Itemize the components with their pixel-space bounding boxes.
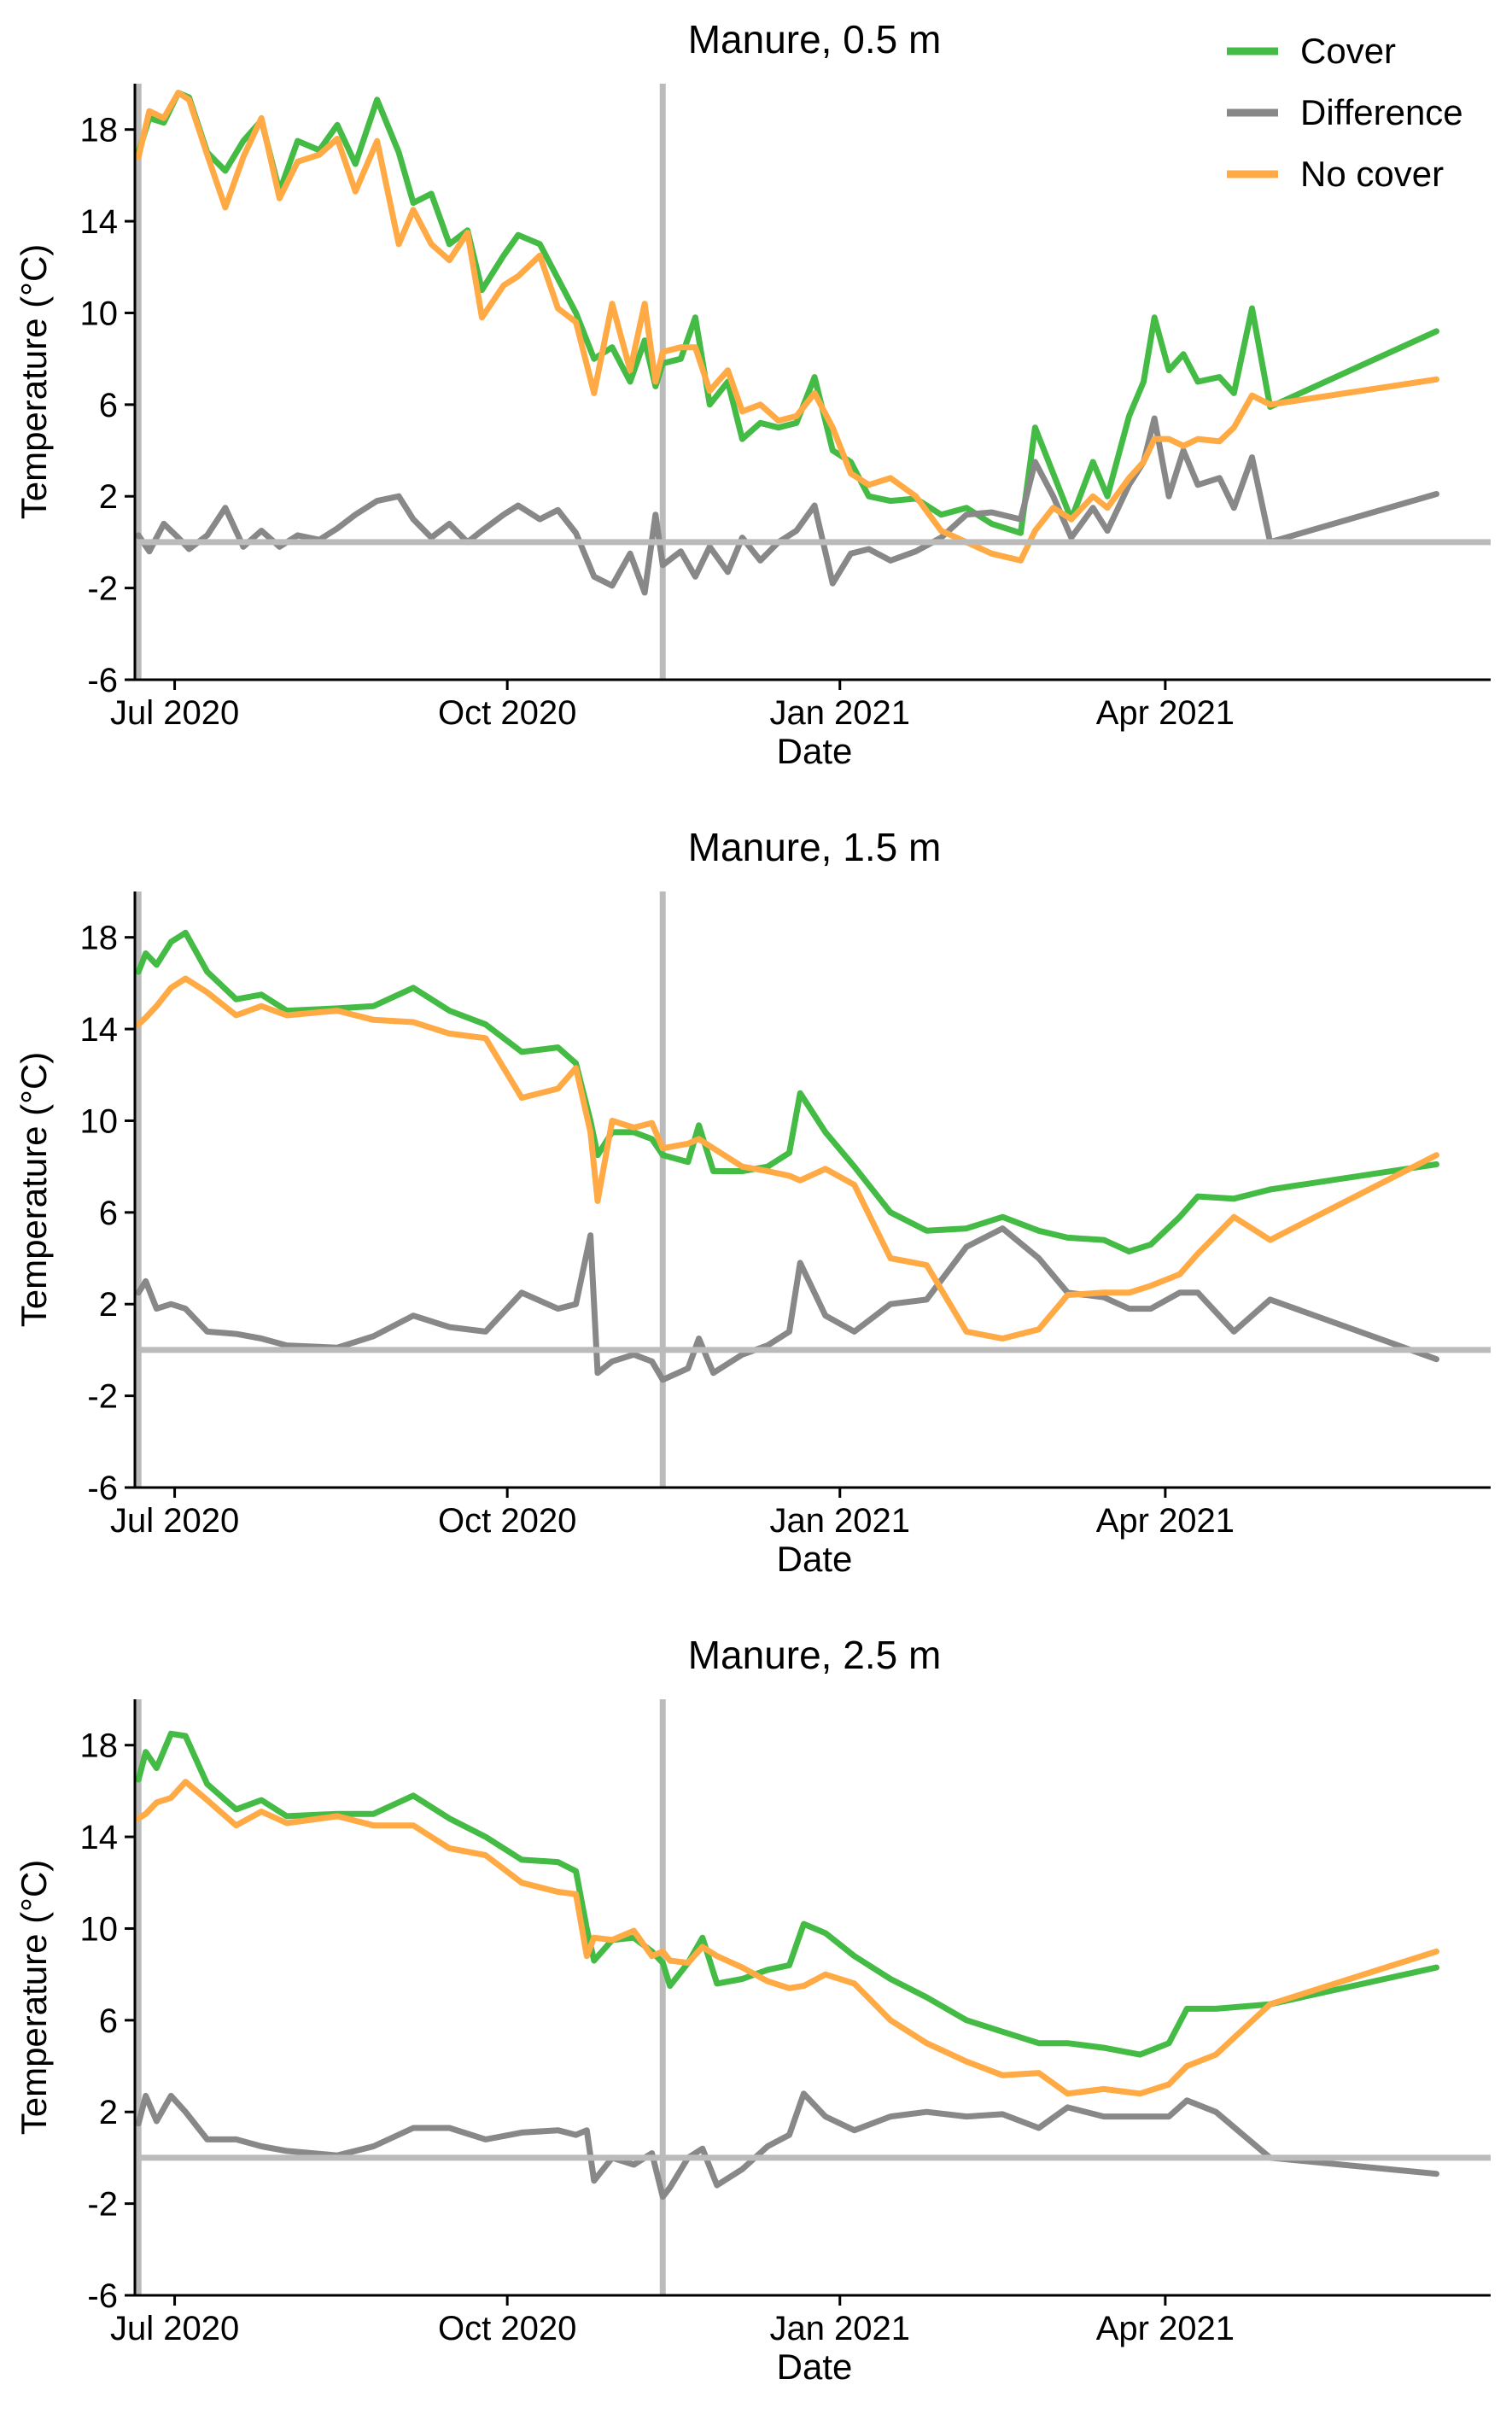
y-tick-label: 2 bbox=[99, 1286, 118, 1324]
y-tick-label: -2 bbox=[87, 2186, 118, 2224]
series-line-no-cover bbox=[135, 975, 1439, 1342]
y-tick-label: 2 bbox=[99, 478, 118, 516]
x-tick-label: Apr 2021 bbox=[1096, 2310, 1235, 2347]
y-tick-label: -6 bbox=[87, 1470, 118, 1507]
y-tick-label: 10 bbox=[80, 1910, 119, 1948]
x-axis-title: Date bbox=[777, 731, 853, 771]
legend-item-difference: Difference bbox=[1227, 92, 1463, 132]
y-tick-label: -6 bbox=[87, 662, 118, 699]
series-line-difference bbox=[135, 1225, 1439, 1383]
series-line-cover bbox=[135, 1730, 1439, 2058]
x-tick-label: Oct 2020 bbox=[438, 1502, 576, 1540]
y-tick-label: -2 bbox=[87, 570, 118, 608]
legend-label-difference: Difference bbox=[1300, 92, 1463, 132]
chart-panel-2: Manure, 1.5 m -6 -2 2 6 10 14 18 Jul 2020 Oct 202… bbox=[14, 825, 1491, 1579]
y-tick-label: 10 bbox=[80, 1102, 119, 1140]
y-axis-title: Temperature (°C) bbox=[14, 1052, 54, 1328]
y-tick-label: 18 bbox=[80, 112, 119, 149]
y-tick-label: 6 bbox=[99, 1195, 118, 1232]
y-tick-label: 6 bbox=[99, 387, 118, 424]
x-axis-title: Date bbox=[777, 2347, 853, 2387]
legend-label-no-cover: No cover bbox=[1300, 154, 1444, 194]
y-tick-label: 14 bbox=[80, 1819, 119, 1856]
series-line-cover bbox=[135, 90, 1439, 536]
y-tick-label: -6 bbox=[87, 2277, 118, 2315]
x-tick-label: Oct 2020 bbox=[438, 694, 576, 732]
series-line-cover bbox=[135, 929, 1439, 1254]
series-line-no-cover bbox=[135, 90, 1439, 564]
y-tick-label: 2 bbox=[99, 2094, 118, 2131]
y-tick-label: 10 bbox=[80, 295, 119, 332]
legend-item-no-cover: No cover bbox=[1227, 154, 1444, 194]
y-tick-label: 6 bbox=[99, 2002, 118, 2040]
y-tick-label: 14 bbox=[80, 203, 119, 241]
y-tick-label: -2 bbox=[87, 1378, 118, 1416]
series-line-difference bbox=[135, 2090, 1439, 2201]
x-tick-label: Apr 2021 bbox=[1096, 1502, 1235, 1540]
y-axis-title: Temperature (°C) bbox=[14, 1860, 54, 2136]
legend: Cover Difference No cover bbox=[1227, 31, 1463, 194]
chart-title: Manure, 2.5 m bbox=[688, 1633, 942, 1677]
y-tick-label: 18 bbox=[80, 1727, 119, 1765]
series-line-no-cover bbox=[135, 1779, 1439, 2097]
x-tick-label: Apr 2021 bbox=[1096, 694, 1235, 732]
legend-item-cover: Cover bbox=[1227, 31, 1396, 71]
x-tick-label: Jan 2021 bbox=[769, 694, 910, 732]
chart-title: Manure, 0.5 m bbox=[688, 17, 942, 61]
chart-panel-3: Manure, 2.5 m -6 -2 2 6 10 14 18 Jul 2020 Oct 202… bbox=[14, 1633, 1491, 2387]
x-tick-label: Jan 2021 bbox=[769, 2310, 910, 2347]
y-axis-title: Temperature (°C) bbox=[14, 244, 54, 520]
chart-panel-1: Manure, 0.5 m -6 -2 2 6 10 14 18 Jul 2020 Oct 202… bbox=[14, 17, 1491, 771]
x-tick-label: Jul 2020 bbox=[110, 1502, 239, 1540]
x-tick-label: Jan 2021 bbox=[769, 1502, 910, 1540]
x-tick-label: Oct 2020 bbox=[438, 2310, 576, 2347]
y-tick-label: 18 bbox=[80, 920, 119, 957]
chart-title: Manure, 1.5 m bbox=[688, 825, 942, 869]
x-tick-label: Jul 2020 bbox=[110, 2310, 239, 2347]
legend-label-cover: Cover bbox=[1300, 31, 1396, 71]
y-tick-label: 14 bbox=[80, 1011, 119, 1049]
x-tick-label: Jul 2020 bbox=[110, 694, 239, 732]
series-line-difference bbox=[135, 415, 1439, 596]
x-axis-title: Date bbox=[777, 1539, 853, 1579]
